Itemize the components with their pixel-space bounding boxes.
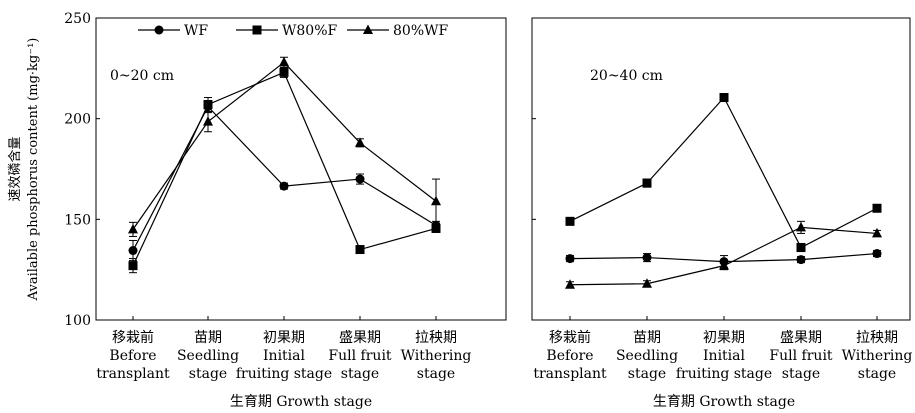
x-tick-label-cn: 苗期 xyxy=(633,330,661,346)
legend: WF W80%F 80%WF xyxy=(138,23,449,39)
x-tick-label-cn: 移栽前 xyxy=(549,329,591,346)
x-tick-label-en-2: stage xyxy=(341,366,379,382)
legend-marker-80%WF xyxy=(363,24,373,34)
data-point-80%WF xyxy=(719,260,729,270)
x-tick-label-en: Initial xyxy=(263,348,305,364)
x-axis-label-left: 生育期 Growth stage xyxy=(230,394,372,410)
x-axis-categories-right: 移栽前 Before transplant 苗期 Seedling stage 初果期 Ini… xyxy=(533,316,912,382)
y-tick-label: 250 xyxy=(64,11,91,27)
x-tick-label-en-2: stage xyxy=(858,366,896,382)
data-point-W80%F xyxy=(431,223,441,233)
y-axis-label-cn: 速效磷含量 xyxy=(7,136,23,201)
x-axis-categories-left: 移栽前 Before transplant 苗期 Seedling stage 初果期 Ini… xyxy=(96,316,471,382)
x-tick-label-en: Full fruit xyxy=(769,348,833,364)
x-tick-label-en-2: stage xyxy=(628,366,666,382)
series-line-80%WF xyxy=(132,61,437,230)
x-tick-label-cn: 盛果期 xyxy=(780,330,822,346)
data-point-WF xyxy=(355,174,365,184)
series-line-W80%F xyxy=(132,71,437,266)
x-tick-label-cn: 初果期 xyxy=(703,329,745,346)
x-tick-label-en: Before xyxy=(546,348,593,364)
x-tick-label-en-2: fruiting stage xyxy=(676,366,772,382)
legend-label: W80%F xyxy=(282,23,338,39)
x-tick-label-en: Before xyxy=(109,348,156,364)
data-point-WF xyxy=(642,253,652,263)
legend-label: WF xyxy=(184,23,208,39)
series-line-W80%F xyxy=(569,96,878,249)
data-point-W80%F xyxy=(203,100,213,110)
data-point-W80%F xyxy=(642,178,652,188)
panel-topsoil: 100 150 200 250 移栽前 Before transplant 苗期 Seedli… xyxy=(7,11,507,410)
y-axis-ticks-left: 100 150 200 250 xyxy=(64,11,100,329)
legend-label: 80%WF xyxy=(393,23,449,39)
x-tick-label-cn: 盛果期 xyxy=(339,330,381,346)
data-point-W80%F xyxy=(279,67,289,77)
data-point-WF xyxy=(128,246,138,256)
x-tick-label-en-2: transplant xyxy=(533,366,607,382)
data-point-80%WF xyxy=(565,279,575,289)
y-axis-label-en: Available phosphorus content (mg·kg⁻¹) xyxy=(26,38,41,302)
data-point-WF xyxy=(872,249,882,259)
panel-subsoil: 移栽前 Before transplant 苗期 Seedling stage 初果期 Ini… xyxy=(531,17,912,410)
x-tick-label-cn: 移栽前 xyxy=(112,329,154,346)
x-tick-label-en-2: fruiting stage xyxy=(236,366,332,382)
x-tick-label-en-2: stage xyxy=(782,366,820,382)
series-group-left xyxy=(128,56,441,274)
y-tick-label: 200 xyxy=(64,112,91,128)
x-tick-label-en: Withering xyxy=(842,348,913,364)
depth-annotation-left: 0~20 cm xyxy=(110,68,174,84)
x-axis-label-right: 生育期 Growth stage xyxy=(653,394,795,410)
x-tick-label-en: Seedling xyxy=(616,348,678,364)
data-point-W80%F xyxy=(565,216,575,226)
x-tick-label-en-2: transplant xyxy=(96,366,170,382)
data-point-W80%F xyxy=(872,203,882,213)
y-tick-label: 100 xyxy=(64,313,91,329)
legend-marker-W80%F xyxy=(252,25,262,35)
y-tick-label: 150 xyxy=(64,212,91,228)
x-tick-label-en: Full fruit xyxy=(328,348,392,364)
x-tick-label-cn: 拉秧期 xyxy=(856,330,898,346)
data-point-80%WF xyxy=(128,223,138,234)
data-point-W80%F xyxy=(719,93,729,103)
data-point-W80%F xyxy=(128,261,138,271)
x-tick-label-cn: 苗期 xyxy=(194,330,222,346)
data-point-80%WF xyxy=(796,221,806,232)
data-point-W80%F xyxy=(355,245,365,255)
data-point-80%WF xyxy=(642,278,652,288)
series-group-right xyxy=(565,93,882,289)
data-point-80%WF xyxy=(431,195,441,206)
data-point-WF xyxy=(565,254,575,264)
x-tick-label-en: Withering xyxy=(401,348,472,364)
x-tick-label-en-2: stage xyxy=(417,366,455,382)
x-tick-label-en: Initial xyxy=(703,348,745,364)
data-point-80%WF xyxy=(279,56,289,67)
plot-frame-left xyxy=(95,17,507,321)
data-point-80%WF xyxy=(203,116,213,126)
x-tick-label-cn: 初果期 xyxy=(263,329,305,346)
legend-marker-WF xyxy=(154,25,164,35)
x-tick-label-en: Seedling xyxy=(177,348,239,364)
x-tick-label-en-2: stage xyxy=(189,366,227,382)
series-line-WF xyxy=(132,105,437,251)
data-point-WF xyxy=(279,181,289,191)
data-point-80%WF xyxy=(872,227,882,238)
data-point-80%WF xyxy=(355,137,365,147)
plot-frame-right xyxy=(531,17,911,321)
data-point-WF xyxy=(796,255,806,265)
data-point-W80%F xyxy=(796,243,806,253)
depth-annotation-right: 20~40 cm xyxy=(590,68,663,84)
y-axis-ticks-right xyxy=(532,17,536,321)
x-tick-label-cn: 拉秧期 xyxy=(415,330,457,346)
